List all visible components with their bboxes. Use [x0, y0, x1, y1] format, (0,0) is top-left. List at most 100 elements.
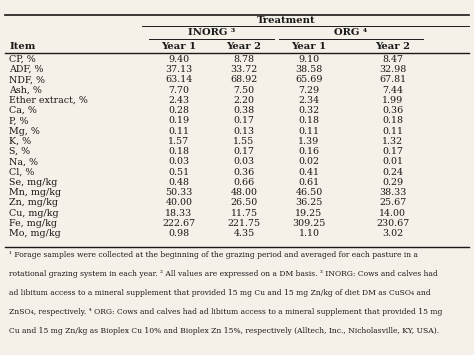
- Text: 50.33: 50.33: [165, 188, 192, 197]
- Text: 33.72: 33.72: [230, 65, 257, 74]
- Text: 0.18: 0.18: [382, 116, 403, 125]
- Text: Zn, mg/kg: Zn, mg/kg: [9, 198, 58, 207]
- Text: Year 2: Year 2: [375, 42, 410, 51]
- Text: 65.69: 65.69: [295, 75, 323, 84]
- Text: 0.13: 0.13: [233, 126, 255, 136]
- Text: 0.61: 0.61: [299, 178, 319, 187]
- Text: 0.66: 0.66: [233, 178, 255, 187]
- Text: 1.55: 1.55: [233, 137, 255, 146]
- Text: 7.29: 7.29: [299, 86, 319, 94]
- Text: Year 1: Year 1: [161, 42, 197, 51]
- Text: 36.25: 36.25: [295, 198, 323, 207]
- Text: Year 1: Year 1: [292, 42, 327, 51]
- Text: 26.50: 26.50: [230, 198, 257, 207]
- Text: Mg, %: Mg, %: [9, 126, 40, 136]
- Text: 0.03: 0.03: [233, 157, 255, 166]
- Text: 0.17: 0.17: [234, 147, 255, 156]
- Text: Cl, %: Cl, %: [9, 168, 35, 176]
- Text: Fe, mg/kg: Fe, mg/kg: [9, 219, 57, 228]
- Text: 0.36: 0.36: [382, 106, 403, 115]
- Text: Ca, %: Ca, %: [9, 106, 37, 115]
- Text: 2.20: 2.20: [234, 96, 255, 105]
- Text: 7.50: 7.50: [233, 86, 255, 94]
- Text: 0.29: 0.29: [382, 178, 403, 187]
- Text: 18.33: 18.33: [165, 209, 192, 218]
- Text: 32.98: 32.98: [379, 65, 406, 74]
- Text: INORG ³: INORG ³: [188, 28, 235, 37]
- Text: ORG ⁴: ORG ⁴: [334, 28, 367, 37]
- Text: 222.67: 222.67: [163, 219, 195, 228]
- Text: Mn, mg/kg: Mn, mg/kg: [9, 188, 62, 197]
- Text: Ether extract, %: Ether extract, %: [9, 96, 88, 105]
- Text: 1.39: 1.39: [298, 137, 319, 146]
- Text: 2.34: 2.34: [299, 96, 319, 105]
- Text: Item: Item: [9, 42, 36, 51]
- Text: 221.75: 221.75: [228, 219, 261, 228]
- Text: P, %: P, %: [9, 116, 29, 125]
- Text: 0.98: 0.98: [168, 229, 190, 238]
- Text: 11.75: 11.75: [230, 209, 257, 218]
- Text: 19.25: 19.25: [295, 209, 323, 218]
- Text: ZnSO₄, respectively. ⁴ ORG: Cows and calves had ad libitum access to a mineral s: ZnSO₄, respectively. ⁴ ORG: Cows and cal…: [9, 308, 443, 316]
- Text: 8.78: 8.78: [234, 55, 255, 64]
- Text: 7.44: 7.44: [382, 86, 403, 94]
- Text: Cu and 15 mg Zn/kg as Bioplex Cu 10% and Bioplex Zn 15%, respectively (Alltech, : Cu and 15 mg Zn/kg as Bioplex Cu 10% and…: [9, 327, 439, 335]
- Text: ADF, %: ADF, %: [9, 65, 44, 74]
- Text: 4.35: 4.35: [233, 229, 255, 238]
- Text: 67.81: 67.81: [379, 75, 406, 84]
- Text: S, %: S, %: [9, 147, 30, 156]
- Text: 46.50: 46.50: [295, 188, 323, 197]
- Text: K, %: K, %: [9, 137, 31, 146]
- Text: 40.00: 40.00: [165, 198, 192, 207]
- Text: 0.01: 0.01: [382, 157, 403, 166]
- Text: 1.99: 1.99: [382, 96, 403, 105]
- Text: CP, %: CP, %: [9, 55, 36, 64]
- Text: 1.32: 1.32: [382, 137, 403, 146]
- Text: Treatment: Treatment: [256, 16, 315, 25]
- Text: Year 2: Year 2: [227, 42, 262, 51]
- Text: 0.18: 0.18: [299, 116, 319, 125]
- Text: 0.19: 0.19: [168, 116, 190, 125]
- Text: 68.92: 68.92: [230, 75, 257, 84]
- Text: 9.10: 9.10: [299, 55, 319, 64]
- Text: 2.43: 2.43: [168, 96, 190, 105]
- Text: ¹ Forage samples were collected at the beginning of the grazing period and avera: ¹ Forage samples were collected at the b…: [9, 251, 419, 258]
- Text: 0.18: 0.18: [168, 147, 190, 156]
- Text: 7.70: 7.70: [168, 86, 190, 94]
- Text: 1.10: 1.10: [299, 229, 319, 238]
- Text: 0.41: 0.41: [299, 168, 319, 176]
- Text: 48.00: 48.00: [230, 188, 257, 197]
- Text: 0.17: 0.17: [382, 147, 403, 156]
- Text: Cu, mg/kg: Cu, mg/kg: [9, 209, 59, 218]
- Text: 0.38: 0.38: [233, 106, 255, 115]
- Text: 38.58: 38.58: [295, 65, 323, 74]
- Text: 0.48: 0.48: [168, 178, 190, 187]
- Text: 63.14: 63.14: [165, 75, 192, 84]
- Text: 0.16: 0.16: [299, 147, 319, 156]
- Text: 0.51: 0.51: [168, 168, 190, 176]
- Text: 3.02: 3.02: [382, 229, 403, 238]
- Text: 8.47: 8.47: [382, 55, 403, 64]
- Text: 0.02: 0.02: [299, 157, 319, 166]
- Text: 0.28: 0.28: [168, 106, 190, 115]
- Text: 9.40: 9.40: [168, 55, 190, 64]
- Text: 0.03: 0.03: [168, 157, 190, 166]
- Text: Mo, mg/kg: Mo, mg/kg: [9, 229, 61, 238]
- Text: 230.67: 230.67: [376, 219, 409, 228]
- Text: 38.33: 38.33: [379, 188, 406, 197]
- Text: 0.36: 0.36: [233, 168, 255, 176]
- Text: 309.25: 309.25: [292, 219, 326, 228]
- Text: 1.57: 1.57: [168, 137, 190, 146]
- Text: rotational grazing system in each year. ² All values are expressed on a DM basis: rotational grazing system in each year. …: [9, 270, 438, 278]
- Text: 14.00: 14.00: [379, 209, 406, 218]
- Text: 0.17: 0.17: [234, 116, 255, 125]
- Text: NDF, %: NDF, %: [9, 75, 46, 84]
- Text: 0.11: 0.11: [299, 126, 319, 136]
- Text: 37.13: 37.13: [165, 65, 192, 74]
- Text: Na, %: Na, %: [9, 157, 38, 166]
- Text: Ash, %: Ash, %: [9, 86, 42, 94]
- Text: 0.11: 0.11: [382, 126, 403, 136]
- Text: 0.24: 0.24: [382, 168, 403, 176]
- Text: 0.32: 0.32: [299, 106, 319, 115]
- Text: ad libitum access to a mineral supplement that provided 15 mg Cu and 15 mg Zn/kg: ad libitum access to a mineral supplemen…: [9, 289, 431, 297]
